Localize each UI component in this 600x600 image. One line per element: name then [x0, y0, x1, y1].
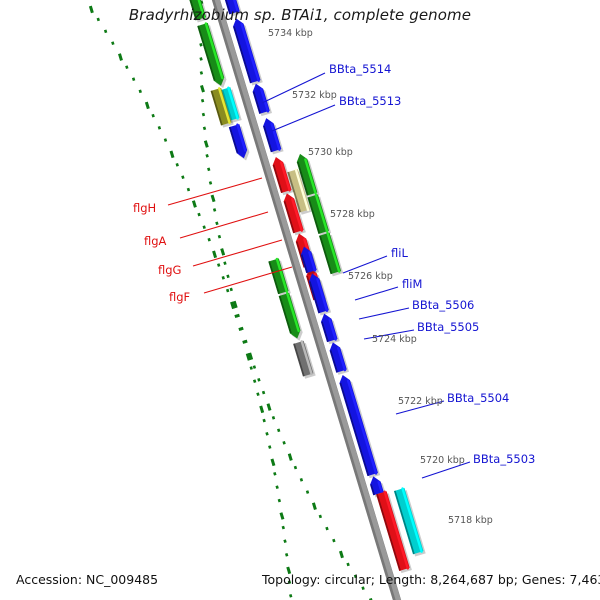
gene-label[interactable]: BBta_5514 — [329, 62, 392, 76]
leader-line — [421, 461, 471, 479]
gene-feature[interactable] — [320, 313, 340, 345]
gene-label[interactable]: flgA — [144, 234, 167, 248]
leader-line — [358, 307, 410, 320]
leader-line — [203, 266, 293, 294]
leader-line — [363, 329, 415, 340]
gene-label[interactable]: fliM — [402, 277, 423, 291]
leader-line — [354, 286, 399, 301]
accession-text: Accession: NC_009485 — [16, 572, 159, 587]
gene-feature[interactable] — [252, 83, 272, 117]
leader-line — [192, 239, 283, 267]
gene-feature[interactable] — [293, 340, 316, 379]
gene-feature[interactable] — [272, 156, 294, 196]
gene-feature[interactable] — [329, 342, 349, 375]
gene-feature[interactable] — [283, 193, 306, 236]
gene-feature[interactable] — [296, 153, 320, 198]
ruler-dash-arc — [88, 0, 373, 600]
gene-label[interactable]: BBta_5505 — [417, 320, 480, 334]
gene-label[interactable]: fliL — [391, 246, 408, 260]
gene-label[interactable]: flgG — [158, 263, 182, 277]
gene-feature[interactable] — [278, 292, 303, 341]
leader-line — [271, 104, 336, 132]
genome-summary-text: Topology: circular; Length: 8,264,687 bp… — [262, 572, 600, 587]
gene-feature[interactable] — [186, 0, 209, 23]
gene-feature[interactable] — [376, 490, 412, 574]
gene-feature[interactable] — [307, 193, 332, 237]
ruler-tick-label: 5726 kbp — [348, 271, 393, 282]
gene-feature[interactable] — [268, 257, 291, 297]
leader-line — [342, 255, 388, 274]
gene-feature[interactable] — [219, 0, 242, 17]
ruler-tick-label: 5722 kbp — [398, 396, 443, 407]
leader-line — [261, 72, 326, 104]
ruler-tick-label: 5732 kbp — [292, 90, 337, 101]
ruler-tick-label: 5734 kbp — [268, 28, 313, 39]
genome-backbone — [214, 0, 401, 600]
gene-feature[interactable] — [228, 123, 250, 161]
leader-line — [167, 177, 263, 206]
gene-feature[interactable] — [300, 246, 319, 276]
ruler-tick-label: 5720 kbp — [420, 455, 465, 466]
gene-feature[interactable] — [197, 22, 227, 88]
gene-feature[interactable] — [263, 118, 284, 155]
gene-feature[interactable] — [232, 18, 263, 86]
ruler-tick-label: 5718 kbp — [448, 515, 493, 526]
gene-label[interactable]: flgH — [133, 201, 157, 215]
leader-line — [395, 400, 445, 415]
ruler-tick-label: 5728 kbp — [330, 209, 375, 220]
leader-line — [179, 211, 269, 239]
gene-feature[interactable] — [308, 273, 332, 316]
ruler-tick-label: 5724 kbp — [372, 334, 417, 345]
gene-feature[interactable] — [393, 487, 426, 557]
gene-feature[interactable] — [210, 87, 234, 128]
gene-feature[interactable] — [339, 374, 381, 479]
gene-label[interactable]: BBta_5503 — [473, 452, 536, 466]
gene-feature[interactable] — [319, 232, 344, 277]
gene-label[interactable]: flgF — [169, 290, 191, 304]
gene-feature[interactable] — [287, 168, 313, 215]
ruler-tick-label: 5730 kbp — [308, 147, 353, 158]
gene-label[interactable]: BBta_5513 — [339, 94, 402, 108]
gene-label[interactable]: BBta_5504 — [447, 391, 510, 405]
gene-label[interactable]: BBta_5506 — [412, 298, 475, 312]
